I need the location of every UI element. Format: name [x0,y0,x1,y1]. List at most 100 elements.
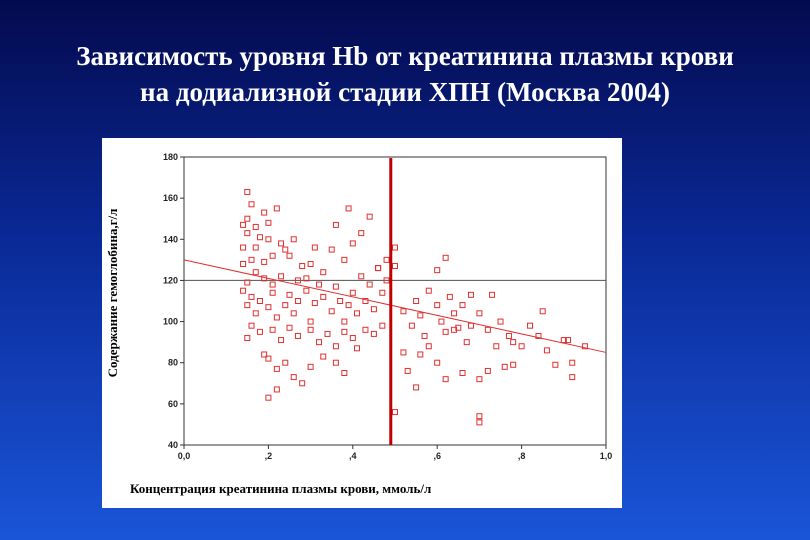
data-point [307,318,314,325]
data-point [425,287,432,294]
data-point [240,260,247,267]
data-point [303,275,310,282]
data-point [307,363,314,370]
data-point [265,355,272,362]
data-point [518,343,525,350]
data-point [299,380,306,387]
data-point [404,367,411,374]
data-point [303,287,310,294]
data-point [497,318,504,325]
data-point [501,363,508,370]
data-point [459,370,466,376]
y-tick-label: 120 [163,275,178,285]
data-point [320,353,327,360]
data-point [332,343,339,350]
data-point [332,283,339,290]
data-point [467,322,474,329]
data-point [349,289,356,296]
data-point [320,269,327,276]
data-point [311,300,318,307]
data-point [244,188,251,195]
y-tick-label: 160 [163,193,178,203]
data-point [476,413,483,420]
data-point [392,263,398,270]
data-point [261,258,268,265]
data-point [505,332,512,339]
data-point [316,281,323,288]
data-point [248,256,255,263]
data-point [244,230,251,237]
data-point [451,326,458,333]
data-point [535,332,542,339]
data-point [362,298,369,304]
data-point [467,291,474,298]
data-point [565,337,572,344]
data-point [392,244,398,251]
data-point [442,254,449,261]
data-point [273,365,280,372]
data-point [413,384,420,391]
scatter-chart: 40 60 80 100 120 140 160 180 0,0 ,2 ,4 ,6 ,8 1,0 [163,152,612,461]
data-point [256,328,263,335]
data-point [341,328,348,335]
x-tick-label: ,2 [265,451,273,461]
data-point [438,318,445,325]
x-axis-label: Концентрация креатинина плазмы крови, мм… [130,481,432,496]
data-point [316,339,323,346]
data-point [362,326,369,333]
data-point [282,359,289,366]
data-point [265,394,272,401]
data-point [332,221,339,228]
data-point [261,209,268,216]
data-point [489,291,496,298]
data-point [252,244,259,251]
data-point [510,339,517,346]
data-point [408,322,415,329]
data-point [290,374,297,381]
data-point [265,304,272,311]
data-point [413,298,420,304]
data-point [282,302,289,309]
data-point [421,332,428,339]
data-point [345,205,352,212]
data-point [290,310,297,317]
data-point [581,343,588,350]
data-point [560,337,567,344]
data-point [484,326,491,333]
data-point [332,359,339,366]
data-point [248,293,255,300]
data-point [370,330,377,337]
data-point [252,310,259,317]
y-tick-label: 100 [163,317,178,327]
data-point [383,277,390,284]
data-point [493,343,500,350]
data-point [341,370,348,376]
data-point [379,289,386,296]
data-point [278,337,285,344]
data-point [286,291,293,298]
data-point [417,351,424,358]
data-point [375,265,382,272]
data-point [256,234,263,241]
y-tick-label: 60 [168,399,178,409]
data-point [256,298,263,304]
data-point [278,273,285,280]
data-point [539,308,546,315]
data-point [476,419,483,426]
data-point [451,310,458,317]
x-tick-label: 0,0 [178,451,191,461]
data-point [299,263,306,270]
data-point [527,322,534,329]
data-point [337,298,344,304]
data-point [240,221,247,228]
data-point [320,293,327,300]
data-point [442,376,449,383]
data-point [273,314,280,321]
x-tick-label: ,8 [518,451,526,461]
data-point [269,326,276,333]
data-point [273,386,280,393]
data-point [543,347,550,354]
data-point [476,310,483,317]
data-point [248,322,255,329]
slide-title: Зависимость уровня Hb от креатинина плаз… [0,38,810,110]
